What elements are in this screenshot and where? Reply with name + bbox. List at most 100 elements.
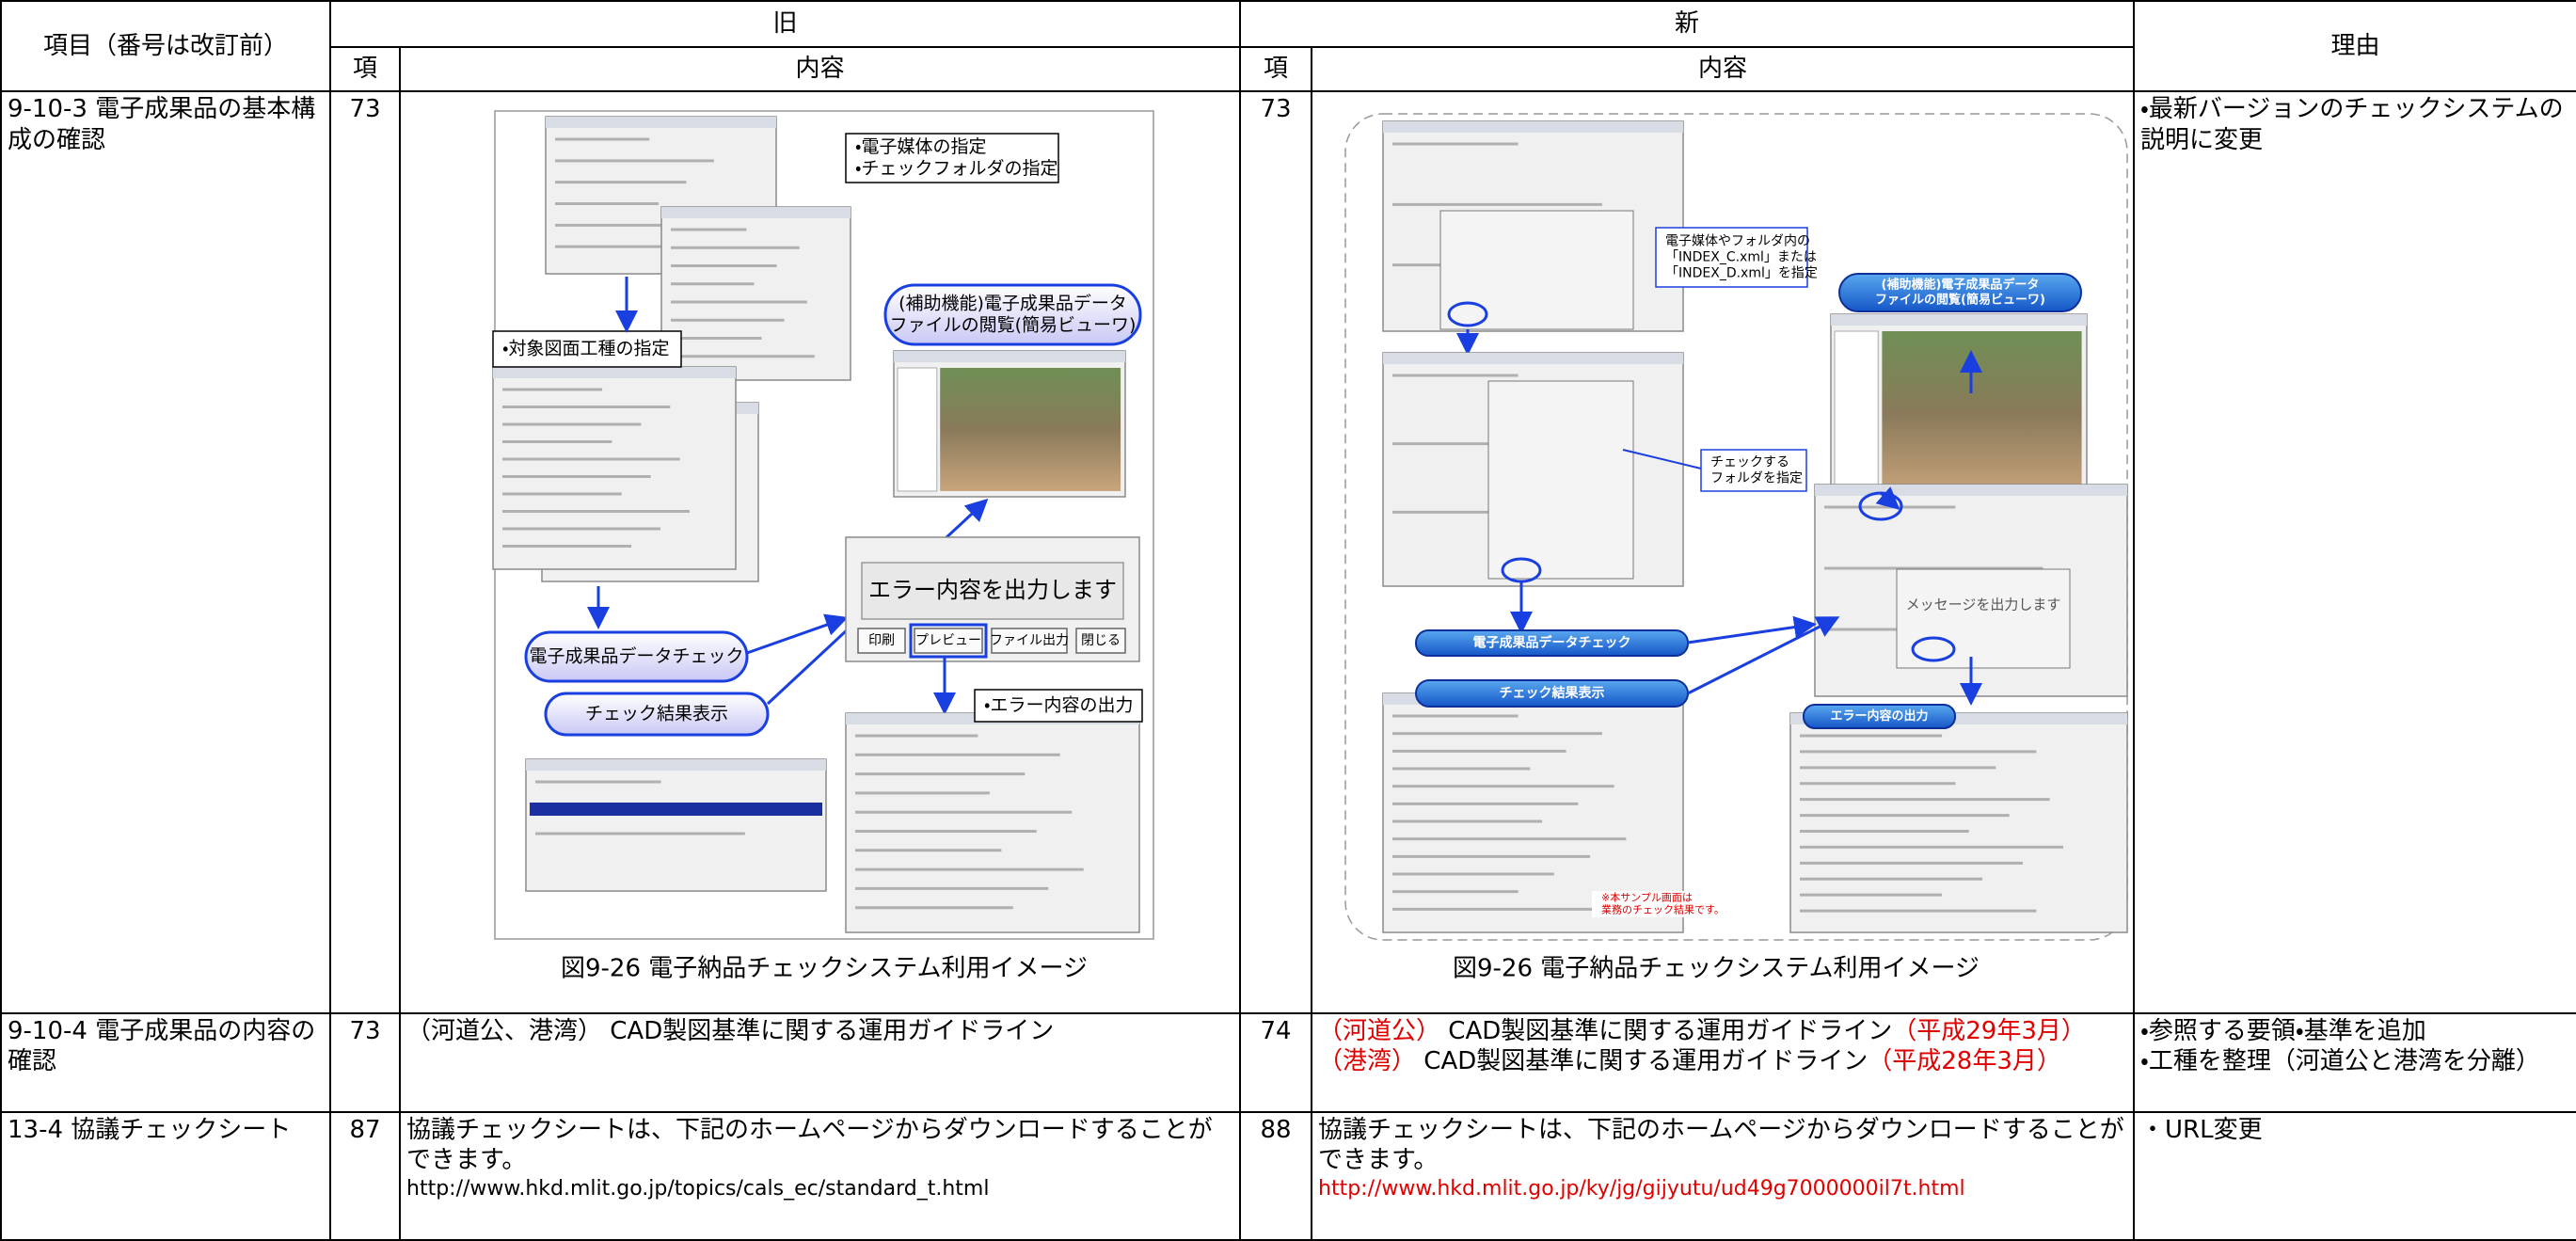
window [660,206,851,381]
window-titlebar [493,367,736,378]
reason: ・最新バージョンのチェックシステムの説明に変更 [2133,90,2576,1014]
url: http://www.hkd.mlit.go.jp/topics/cals_ec… [406,1176,990,1201]
callout-text: プレビュー [915,633,981,648]
callout-text: ・エラー内容の出力 [984,695,1133,716]
window-titlebar [1383,121,1684,133]
page-no: 73 [329,1011,401,1113]
reason-text: ・工種を整理（河道公と港湾を分離） [2140,1047,2540,1075]
header-content: 内容 [398,46,1242,92]
content: 協議チェックシートは、下記のホームページからダウンロードすることができます。 ht… [398,1110,1242,1241]
callout-text: チェック結果表示 [585,704,728,724]
arrow [1687,616,1840,695]
window-titlebar [526,759,826,771]
old-figure: ・電子媒体の指定・チェックフォルダの指定・対象図面工種の指定 (補助機能)電子成果… [492,110,1154,983]
item: 9-10-4 電子成果品の内容の確認 [0,1011,331,1113]
header-no: 項 [1239,46,1313,92]
row: 13-4 協議チェックシート 87 協議チェックシートは、下記のホームページから… [0,1110,2576,1241]
content: 協議チェックシートは、下記のホームページからダウンロードすることができます。 ht… [1311,1110,2136,1241]
tree-pane [897,367,938,492]
window-titlebar [1383,353,1684,364]
row: 9-10-4 電子成果品の内容の確認 73 （河道公、港湾） CAD製図基準に関… [0,1011,2576,1113]
callout-box [1592,891,1725,917]
window-titlebar [1815,485,2128,496]
pointer [1622,449,1702,469]
reason-text: ・URL変更 [2140,1115,2263,1144]
content-text: （平成29年3月） [1892,1016,2086,1045]
page-no: 87 [329,1110,401,1241]
callout-text: 電子媒体やフォルダ内の [1665,234,1810,249]
callout-box [492,330,682,368]
dialog-text: メッセージを出力します [1906,597,2061,613]
callout-box [991,628,1068,654]
header-item: 項目（番号は改訂前） [0,0,331,92]
caption: 図9-26 電子納品チェックシステム利用イメージ [1453,955,1980,983]
reason-text: ・最新バージョンのチェックシステムの説明に変更 [2140,95,2564,154]
callout-text: ファイルの閲覧(簡易ビューワ) [890,314,1137,335]
callout-text: ・対象図面工種の指定 [502,339,669,359]
page-no: 88 [1239,1110,1313,1241]
window [492,366,737,570]
callout-text: 閉じる [1081,633,1121,648]
callout-text: ファイルの閲覧(簡易ビューワ) [1875,292,2045,307]
callout-box [544,692,770,737]
dialog [1896,568,2071,669]
content: （河道公） CAD製図基準に関する運用ガイドライン（平成29年3月） （港湾） C… [1311,1011,2136,1113]
dialog [1487,380,1634,580]
content-text: 協議チェックシートは、下記のホームページからダウンロードすることができます。 [1318,1115,2124,1175]
callout-text: ・電子媒体の指定 [855,136,986,157]
content-text: （河道公） [1318,1016,1441,1045]
old-figure-cell: ・電子媒体の指定 ・チェックフォルダの指定 ・対象図面工種の指定 (補助機能)電子成果… [398,90,1242,1014]
photo [940,368,1121,491]
callout-text: エラー内容の出力 [1831,708,1929,724]
photo [1882,331,2082,498]
reason-text: ・参照する要領・基準を追加 [2140,1016,2426,1045]
callout-text: 電子成果品データチェック [1473,635,1631,651]
callout-text: 「INDEX_D.xml」を指定 [1665,265,1818,280]
callout-text: 印刷 [868,633,895,648]
callout-box [1655,227,1808,288]
callout-box [1075,628,1126,654]
window [1789,712,2128,933]
content-text: （平成28年3月） [1868,1047,2061,1075]
highlight [1447,301,1488,327]
arrow [1875,486,1900,510]
callout-box [914,628,983,654]
content-text: （港湾） [1318,1047,1417,1075]
callout-box [524,630,749,683]
header-no: 項 [329,46,401,92]
reason: ・参照する要領・基準を追加 ・工種を整理（河道公と港湾を分離） [2133,1011,2576,1113]
header-content: 内容 [1311,46,2136,92]
row: 9-10-3 電子成果品の基本構成の確認 73 ・電子媒体の指定 ・チェックフォル… [0,90,2576,1014]
callout-box [857,628,906,654]
new-figure-cell: 電子媒体やフォルダ内の 「INDEX_C.xml」または 「INDEX_D.xml」… [1311,90,2136,1014]
caption: 図9-26 電子納品チェックシステム利用イメージ [561,955,1088,983]
page-no: 74 [1239,1011,1313,1113]
header-row: 項 内容 項 内容 [1,46,2576,92]
item: 13-4 協議チェックシート [0,1110,331,1241]
callout-box [1415,629,1690,657]
callout-box [1700,449,1807,492]
callout-text: 業務のチェック結果です。 [1601,903,1725,916]
content: （河道公、港湾） CAD製図基準に関する運用ガイドライン [398,1011,1242,1113]
callout-text: (補助機能)電子成果品データ [898,294,1127,314]
callout-text: 電子成果品データチェック [529,646,743,667]
callout-box [845,133,1059,183]
content-line: （港湾） CAD製図基準に関する運用ガイドライン（平成28年3月） [1318,1046,2127,1077]
content-text: 協議チェックシートは、下記のホームページからダウンロードすることができます。 [406,1115,1213,1175]
selection-bar [530,803,822,816]
callout-box [1803,704,1957,729]
callout-text: エラー内容を出力します [868,577,1117,603]
callout-text: チェック結果表示 [1500,685,1605,701]
window-titlebar [546,117,776,128]
window [525,758,827,892]
callout-text: 「INDEX_C.xml」または [1665,250,1817,265]
callout-text: ファイル出力 [990,633,1069,648]
highlight [909,623,988,659]
url: http://www.hkd.mlit.go.jp/ky/jg/gijyutu/… [1318,1176,1965,1201]
content-line: （河道公） CAD製図基準に関する運用ガイドライン（平成29年3月） [1318,1016,2127,1047]
page-no: 73 [1239,90,1313,1014]
tree-pane [1834,330,1879,499]
window-titlebar [1831,314,2088,326]
